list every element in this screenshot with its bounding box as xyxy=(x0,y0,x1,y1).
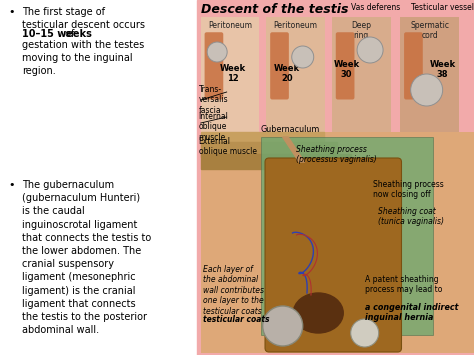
Bar xyxy=(201,17,259,132)
Text: Peritoneum: Peritoneum xyxy=(273,21,318,30)
Text: gestation with the testes
moving to the inguinal
region.: gestation with the testes moving to the … xyxy=(22,39,144,76)
Polygon shape xyxy=(201,154,351,169)
Text: Peritoneum: Peritoneum xyxy=(208,21,252,30)
Circle shape xyxy=(357,37,383,63)
Text: External
oblique muscle: External oblique muscle xyxy=(199,137,257,157)
Text: •: • xyxy=(8,180,15,190)
Text: Deep
ring: Deep ring xyxy=(351,21,371,40)
Polygon shape xyxy=(201,142,337,157)
Bar xyxy=(400,17,459,132)
Circle shape xyxy=(351,319,379,347)
Text: a congenital indirect
inguinal hernia: a congenital indirect inguinal hernia xyxy=(365,303,458,322)
FancyBboxPatch shape xyxy=(336,32,355,99)
Ellipse shape xyxy=(293,293,343,333)
Circle shape xyxy=(410,74,443,106)
Circle shape xyxy=(263,306,303,346)
Text: The first stage of
testicular descent occurs: The first stage of testicular descent oc… xyxy=(22,7,145,43)
FancyBboxPatch shape xyxy=(270,32,289,99)
Bar xyxy=(332,17,391,132)
Bar xyxy=(266,17,325,132)
Polygon shape xyxy=(283,137,305,162)
Text: Week
38: Week 38 xyxy=(429,60,456,80)
FancyBboxPatch shape xyxy=(404,32,423,99)
Text: Sheathing coat
(tunica vaginalis): Sheathing coat (tunica vaginalis) xyxy=(378,207,444,226)
Text: Gubernaculum: Gubernaculum xyxy=(261,125,320,134)
Text: •: • xyxy=(8,7,15,17)
FancyBboxPatch shape xyxy=(265,158,401,352)
FancyBboxPatch shape xyxy=(205,32,223,99)
Text: of: of xyxy=(62,29,74,39)
Text: Testicular vessels: Testicular vessels xyxy=(411,3,474,12)
Text: Vas deferens: Vas deferens xyxy=(351,3,400,12)
Polygon shape xyxy=(201,132,324,147)
Bar xyxy=(197,0,474,355)
Text: Week
20: Week 20 xyxy=(274,64,300,83)
Text: testicular coats: testicular coats xyxy=(203,315,269,324)
Text: The gubernaculum
(gubernaculum Hunteri)
is the caudal
inguinoscrotal ligament
th: The gubernaculum (gubernaculum Hunteri) … xyxy=(22,180,151,335)
Text: Sheathing process
now closing off: Sheathing process now closing off xyxy=(373,180,444,200)
Text: Week
30: Week 30 xyxy=(334,60,360,80)
Circle shape xyxy=(207,42,227,62)
Text: Week
12: Week 12 xyxy=(220,64,246,83)
Text: Internal
oblique
muscle: Internal oblique muscle xyxy=(199,112,228,142)
Text: Descent of the testis: Descent of the testis xyxy=(201,3,348,16)
Circle shape xyxy=(292,46,314,68)
Bar xyxy=(201,132,474,353)
Text: Trans-
versalis
fascia: Trans- versalis fascia xyxy=(199,85,228,115)
Text: Sheathing process
(processus vaginalis): Sheathing process (processus vaginalis) xyxy=(296,145,377,164)
Text: A patent sheathing
process may lead to: A patent sheathing process may lead to xyxy=(365,275,442,294)
Text: 10–15 weeks: 10–15 weeks xyxy=(22,29,92,39)
Bar xyxy=(0,0,197,355)
Text: Spermatic
cord: Spermatic cord xyxy=(410,21,449,40)
Bar xyxy=(261,137,433,335)
Text: Each layer of
the abdominal
wall contributes
one layer to the
testicular coats: Each layer of the abdominal wall contrib… xyxy=(203,265,264,316)
